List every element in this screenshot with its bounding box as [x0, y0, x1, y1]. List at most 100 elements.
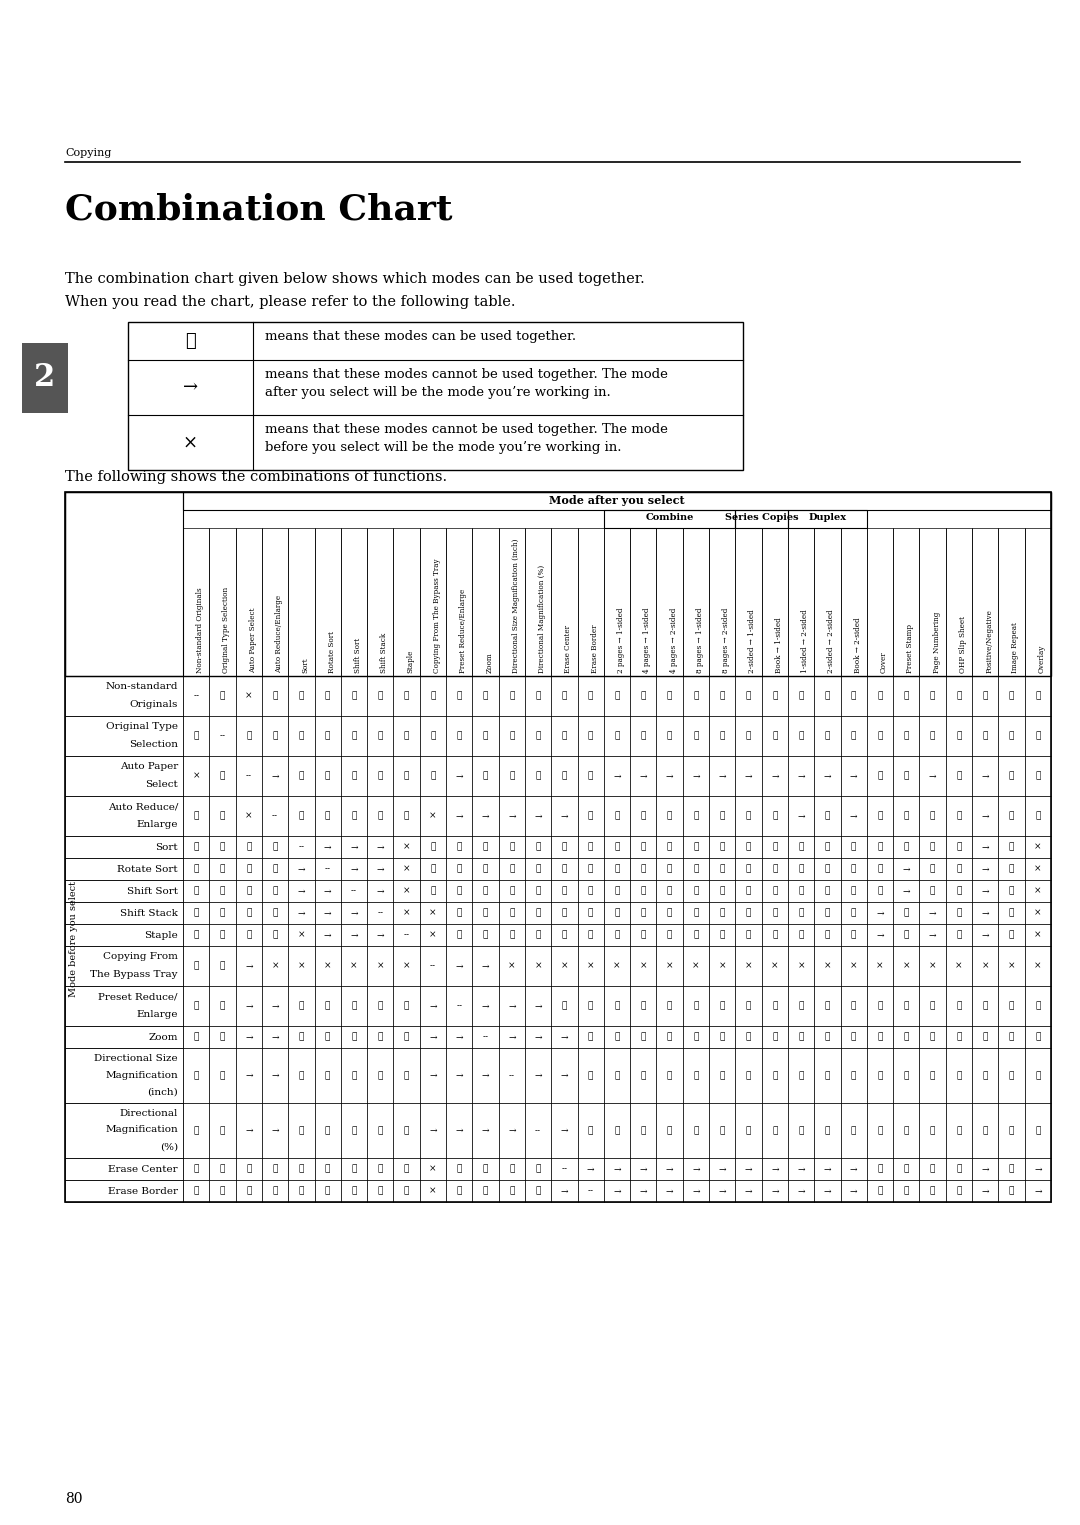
Text: ☆: ☆: [956, 842, 961, 851]
Text: ☆: ☆: [825, 865, 831, 874]
Text: ☆: ☆: [562, 909, 567, 918]
Bar: [235, 901, 261, 924]
Text: ☆: ☆: [666, 1032, 672, 1042]
Text: ☆: ☆: [246, 1186, 252, 1196]
Text: →: →: [982, 886, 989, 895]
Text: ☆: ☆: [430, 886, 435, 895]
Bar: [578, 924, 604, 946]
Text: ☆: ☆: [430, 842, 435, 851]
Bar: [840, 1048, 867, 1103]
Text: ☆: ☆: [193, 842, 199, 851]
Text: Erase Center: Erase Center: [565, 625, 572, 673]
Text: ×: ×: [850, 961, 858, 970]
Text: ☆: ☆: [185, 332, 195, 351]
Text: ☆: ☆: [640, 865, 646, 874]
Bar: [393, 528, 420, 676]
Bar: [472, 946, 499, 987]
Bar: [341, 1103, 367, 1157]
Bar: [1025, 836, 1051, 859]
Bar: [183, 1157, 210, 1180]
Text: ☆: ☆: [430, 691, 435, 700]
Bar: [788, 796, 814, 836]
Bar: [946, 796, 972, 836]
Text: ☆: ☆: [562, 865, 567, 874]
Text: Preset Stamp: Preset Stamp: [906, 624, 915, 673]
Text: ☆: ☆: [219, 961, 225, 970]
Text: Auto Reduce/Enlarge: Auto Reduce/Enlarge: [275, 595, 283, 673]
Text: ☆: ☆: [693, 865, 699, 874]
Bar: [367, 796, 393, 836]
Bar: [261, 756, 288, 796]
Text: ☆: ☆: [483, 1165, 488, 1174]
Text: ☆: ☆: [772, 930, 778, 939]
Text: Directional Size Magnification (inch): Directional Size Magnification (inch): [512, 538, 519, 673]
Text: ☆: ☆: [430, 772, 435, 781]
Bar: [998, 676, 1025, 717]
Bar: [393, 717, 420, 756]
Text: ☆: ☆: [588, 909, 593, 918]
Bar: [288, 1026, 314, 1048]
Bar: [604, 717, 630, 756]
Text: ☆: ☆: [299, 1002, 305, 1011]
Text: ☆: ☆: [219, 1032, 225, 1042]
Bar: [210, 901, 235, 924]
Text: ☆: ☆: [693, 732, 699, 741]
Bar: [946, 836, 972, 859]
Bar: [210, 528, 235, 676]
Bar: [65, 859, 183, 880]
Text: means that these modes cannot be used together. The mode: means that these modes cannot be used to…: [265, 422, 667, 436]
Bar: [578, 1026, 604, 1048]
Text: ☆: ☆: [351, 1071, 356, 1080]
Bar: [972, 717, 998, 756]
Text: →: →: [245, 1125, 253, 1135]
Text: The Bypass Tray: The Bypass Tray: [91, 970, 178, 979]
Text: ×: ×: [429, 1186, 436, 1196]
Bar: [708, 756, 735, 796]
Bar: [788, 880, 814, 901]
Bar: [288, 901, 314, 924]
Bar: [946, 717, 972, 756]
Bar: [551, 1180, 578, 1202]
Text: ☆: ☆: [351, 1032, 356, 1042]
Text: ☆: ☆: [193, 1002, 199, 1011]
Bar: [472, 836, 499, 859]
Text: ☆: ☆: [299, 1032, 305, 1042]
Text: ☆: ☆: [457, 886, 462, 895]
Bar: [788, 509, 867, 528]
Text: →: →: [271, 1002, 279, 1011]
Bar: [367, 1180, 393, 1202]
Text: →: →: [982, 1165, 989, 1174]
Text: ☆: ☆: [351, 811, 356, 820]
Text: ☆: ☆: [404, 1165, 409, 1174]
Bar: [735, 901, 761, 924]
Bar: [893, 528, 919, 676]
Bar: [630, 1180, 657, 1202]
Text: Shift Stack: Shift Stack: [380, 633, 388, 673]
Text: ☆: ☆: [904, 909, 909, 918]
Bar: [814, 987, 840, 1026]
Bar: [341, 946, 367, 987]
Bar: [314, 1026, 341, 1048]
Text: ☆: ☆: [666, 886, 672, 895]
Text: ☆: ☆: [746, 842, 751, 851]
Bar: [499, 924, 525, 946]
Text: ☆: ☆: [246, 732, 252, 741]
Bar: [183, 901, 210, 924]
Text: The following shows the combinations of functions.: The following shows the combinations of …: [65, 470, 447, 483]
Bar: [65, 987, 183, 1026]
Bar: [657, 859, 683, 880]
Text: ☆: ☆: [904, 1186, 909, 1196]
Text: ☆: ☆: [851, 1002, 856, 1011]
Bar: [288, 836, 314, 859]
Text: ☆: ☆: [588, 842, 593, 851]
Text: ☆: ☆: [562, 732, 567, 741]
Text: Mode before you select: Mode before you select: [68, 881, 78, 997]
Text: ☆: ☆: [956, 1002, 961, 1011]
Bar: [314, 796, 341, 836]
Bar: [393, 859, 420, 880]
Bar: [761, 1103, 788, 1157]
Text: ☆: ☆: [877, 1032, 882, 1042]
Text: ☆: ☆: [404, 1032, 409, 1042]
Text: Originals: Originals: [130, 700, 178, 709]
Bar: [814, 1026, 840, 1048]
